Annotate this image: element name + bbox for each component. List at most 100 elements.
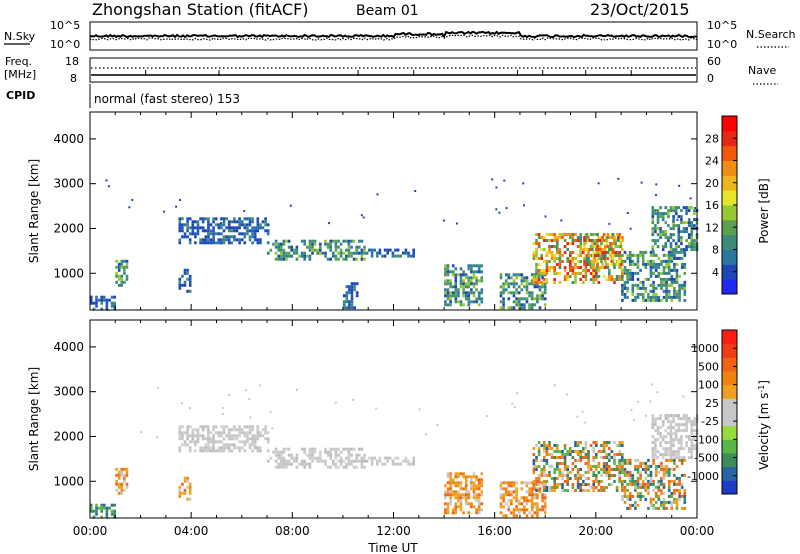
echo-cell: [690, 444, 694, 448]
echo-cell: [113, 307, 116, 311]
echo-cell: [673, 256, 676, 260]
echo-cell: [282, 465, 286, 469]
echo-cell: [621, 253, 624, 257]
echo-cell: [253, 443, 257, 447]
echo-cell: [334, 447, 338, 451]
echo-cell: [530, 496, 534, 500]
echo-cell: [477, 270, 481, 274]
echo-cell: [181, 431, 184, 435]
echo-cell: [103, 506, 106, 510]
echo-cell: [626, 280, 629, 284]
echo-cell: [525, 484, 529, 488]
echo-cell: [545, 239, 549, 242]
echo-cell: [677, 426, 681, 430]
echo-cell: [290, 462, 293, 466]
echo-cell: [659, 441, 662, 445]
echo-cell: [593, 266, 597, 269]
echo-cell: [667, 259, 671, 263]
echo-cell: [256, 238, 260, 242]
echo-cell: [459, 279, 463, 283]
echo-cell: [636, 467, 640, 471]
echo-cell: [553, 245, 556, 248]
echo-cell: [536, 493, 539, 497]
echo-cell: [669, 441, 673, 445]
echo-cell: [222, 407, 225, 409]
echo-cell: [660, 461, 663, 465]
echo-cell: [644, 461, 648, 465]
echo-cell: [574, 441, 577, 444]
echo-cell: [186, 223, 189, 227]
echo-cell: [665, 283, 668, 287]
echo-cell: [311, 248, 314, 252]
echo-cell: [550, 233, 554, 236]
echo-cell: [233, 229, 236, 233]
echo-cell: [678, 184, 681, 187]
echo-cell: [621, 497, 624, 501]
echo-cell: [191, 437, 195, 441]
echo-cell: [287, 245, 291, 249]
echo-cell: [246, 437, 249, 441]
echo-cell: [561, 456, 564, 459]
echo-cell: [566, 278, 569, 281]
echo-cell: [246, 229, 249, 233]
echo-cell: [589, 233, 593, 236]
echo-cell: [649, 250, 653, 254]
colorbar-tick-label: 12: [705, 221, 719, 234]
echo-cell: [677, 233, 681, 237]
echo-cell: [191, 229, 195, 233]
echo-cell: [196, 226, 200, 230]
echo-cell: [584, 444, 588, 447]
echo-cell: [667, 470, 671, 474]
echo-cell: [285, 462, 288, 466]
echo-cell: [589, 465, 593, 468]
echo-cell: [339, 450, 343, 454]
echo-cell: [212, 443, 215, 447]
echo-cell: [533, 493, 537, 497]
echo-cell: [117, 283, 121, 287]
echo-cell: [454, 285, 458, 289]
echo-cell: [238, 425, 241, 429]
echo-cell: [651, 426, 655, 430]
echo-cell: [499, 276, 503, 280]
echo-cell: [592, 441, 595, 444]
echo-cell: [574, 465, 577, 468]
echo-cell: [654, 298, 658, 302]
echo-cell: [584, 248, 588, 251]
echo-cell: [674, 450, 678, 454]
echo-cell: [639, 482, 642, 486]
echo-cell: [604, 254, 607, 257]
echo-cell: [269, 456, 273, 460]
echo-cell: [619, 239, 623, 242]
echo-cell: [347, 459, 351, 463]
echo-cell: [667, 479, 671, 483]
echo-cell: [352, 257, 356, 261]
echo-cell: [600, 450, 603, 453]
echo-cell: [571, 236, 575, 239]
echo-cell: [178, 277, 182, 281]
echo-cell: [538, 294, 542, 298]
echo-cell: [631, 253, 635, 257]
echo-cell: [677, 456, 681, 460]
echo-cell: [584, 269, 588, 272]
echo-cell: [626, 253, 629, 257]
echo-cell: [631, 292, 635, 296]
echo-cell: [656, 426, 660, 430]
echo-cell: [530, 490, 534, 494]
echo-cell: [337, 257, 340, 261]
echo-cell: [548, 486, 551, 489]
echo-cell: [259, 449, 262, 453]
echo-cell: [677, 236, 681, 240]
echo-cell: [345, 239, 348, 243]
echo-cell: [541, 499, 544, 503]
echo-cell: [673, 265, 676, 269]
echo-cell: [214, 449, 218, 453]
echo-cell: [470, 502, 473, 506]
echo-cell: [685, 423, 688, 427]
echo-cell: [248, 428, 252, 432]
echo-cell: [243, 226, 247, 230]
echo-cell: [507, 285, 511, 289]
colorbar-tick-label: 500: [698, 360, 719, 373]
echo-cell: [602, 450, 606, 453]
echo-cell: [535, 257, 538, 260]
echo-cell: [569, 269, 572, 272]
